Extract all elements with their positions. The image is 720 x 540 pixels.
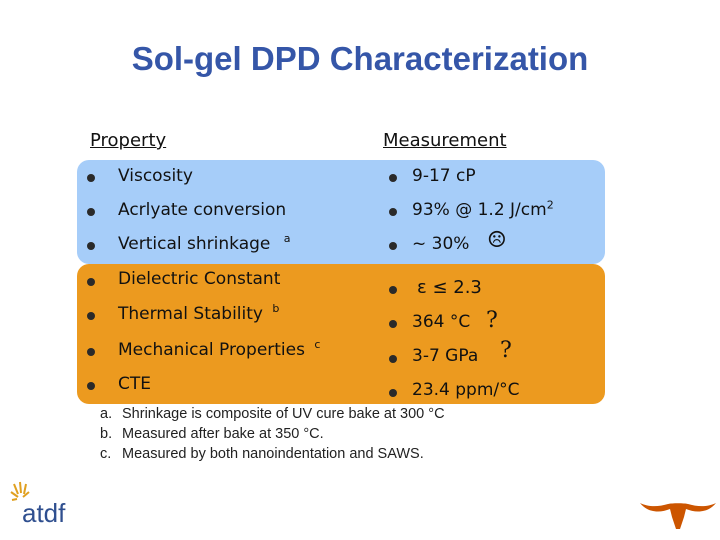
bullet — [389, 389, 397, 397]
bullet — [87, 174, 95, 182]
measurement-thermal-stability: 364 °C — [412, 312, 471, 332]
bullet — [389, 355, 397, 363]
property-viscosity: Viscosity — [118, 166, 193, 186]
property-cte: CTE — [118, 374, 151, 394]
bullet — [87, 278, 95, 286]
blue-group-background — [77, 160, 605, 264]
atdf-logo-text: atdf — [22, 498, 66, 528]
measurement-vertical-shrinkage: ~ 30% — [412, 234, 470, 254]
measurement-viscosity: 9-17 cP — [412, 166, 476, 186]
footnote-c: c. Measured by both nanoindentation and S… — [100, 446, 424, 462]
bullet — [87, 382, 95, 390]
footnote-b: b. Measured after bake at 350 °C. — [100, 426, 324, 442]
orange-group-background — [77, 264, 605, 404]
property-vertical-shrinkage: Vertical shrinkage a — [118, 232, 291, 254]
bullet — [389, 242, 397, 250]
frown-face-icon: ☹ — [487, 228, 507, 253]
question-mark: ? — [500, 338, 512, 363]
property-dielectric-constant: Dielectric Constant — [118, 269, 281, 289]
bullet — [389, 208, 397, 216]
property-acrylate-conversion: Acrlyate conversion — [118, 200, 287, 220]
measurement-column-header: Measurement — [383, 130, 507, 151]
footnote-a: a. Shrinkage is composite of UV cure bake… — [100, 406, 445, 422]
longhorn-logo — [640, 503, 716, 529]
property-mechanical-properties: Mechanical Properties c — [118, 338, 321, 360]
question-mark: ? — [486, 308, 498, 333]
atdf-logo: atdf — [10, 481, 66, 528]
measurement-dielectric-constant: ε ≤ 2.3 — [417, 277, 482, 298]
measurement-acrylate-conversion: 93% @ 1.2 J/cm2 — [412, 198, 554, 220]
measurement-cte: 23.4 ppm/°C — [412, 380, 520, 400]
bullet — [389, 320, 397, 328]
bullet — [389, 174, 397, 182]
property-thermal-stability: Thermal Stability b — [118, 302, 280, 324]
slide-title: Sol-gel DPD Characterization — [131, 40, 589, 77]
bullet — [87, 348, 95, 356]
measurement-mechanical-properties: 3-7 GPa — [412, 346, 479, 366]
footnotes: a. Shrinkage is composite of UV cure bake… — [100, 404, 445, 464]
bullet — [87, 312, 95, 320]
bullet — [389, 286, 397, 294]
property-column-header: Property — [90, 130, 167, 151]
bullet — [87, 242, 95, 250]
bullet — [87, 208, 95, 216]
